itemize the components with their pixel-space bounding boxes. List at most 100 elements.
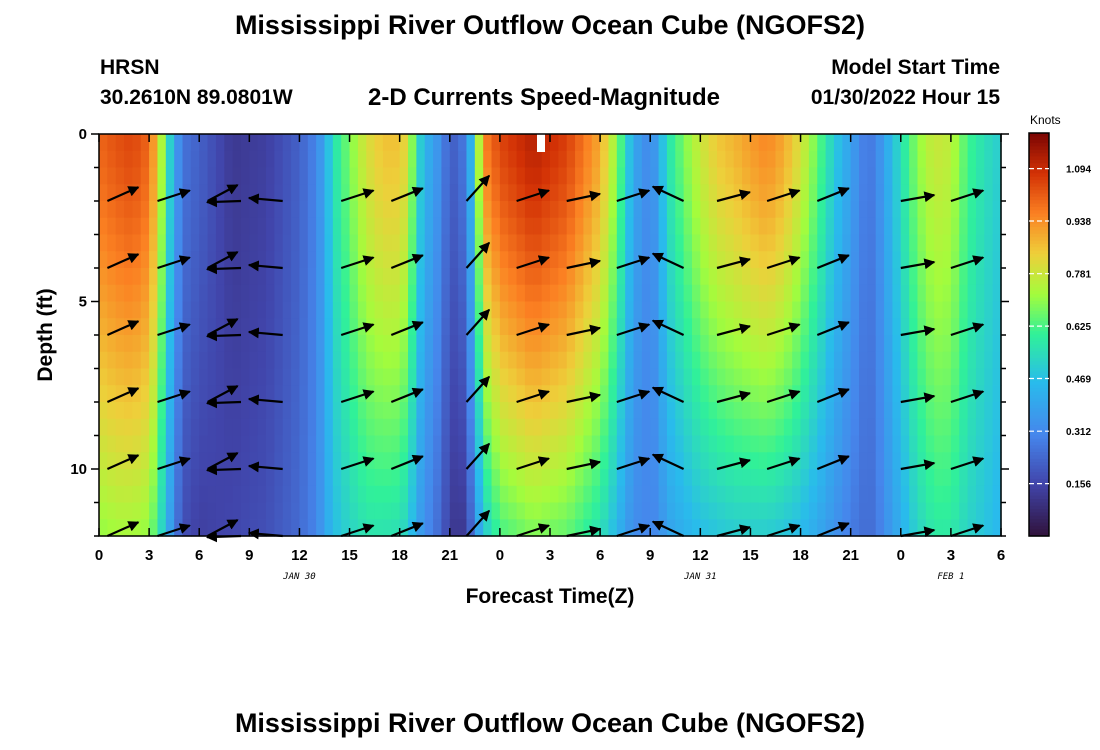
heatmap-cell	[149, 217, 159, 236]
colorbar-segment	[1029, 186, 1049, 191]
heatmap-cell	[825, 318, 835, 336]
colorbar-segment	[1029, 478, 1049, 483]
heatmap-cell	[550, 418, 559, 437]
heatmap-cell	[892, 368, 902, 386]
heatmap-cell	[950, 234, 960, 252]
heatmap-cell	[149, 402, 159, 420]
heatmap-cell	[499, 150, 509, 169]
heatmap-cell	[391, 402, 401, 420]
heatmap-cell	[625, 452, 635, 470]
heatmap-cell	[975, 301, 985, 319]
heatmap-cell	[349, 351, 359, 370]
heatmap-cell	[291, 351, 301, 370]
heatmap-cell	[917, 418, 927, 437]
heatmap-cell	[240, 301, 250, 319]
heatmap-cell	[182, 418, 192, 437]
heatmap-cell	[199, 251, 209, 269]
heatmap-cell	[558, 284, 568, 303]
heatmap-cell	[266, 201, 275, 219]
heatmap-cell	[950, 251, 960, 269]
heatmap-cell	[650, 435, 660, 453]
heatmap-cell	[182, 335, 192, 353]
heatmap-cell	[433, 301, 443, 319]
heatmap-cell	[833, 301, 843, 319]
heatmap-cell	[975, 217, 985, 236]
heatmap-cell	[775, 284, 785, 303]
heatmap-cell	[900, 485, 910, 504]
heatmap-cell	[691, 134, 701, 152]
colorbar-tick-label: 0.469	[1066, 375, 1091, 386]
heatmap-cell	[215, 134, 225, 152]
heatmap-cell	[299, 402, 309, 420]
heatmap-cell	[199, 150, 209, 169]
heatmap-cell	[107, 385, 117, 403]
heatmap-cell	[232, 435, 242, 453]
heatmap-cell	[925, 201, 935, 219]
heatmap-cell	[316, 469, 326, 487]
heatmap-cell	[541, 268, 551, 286]
heatmap-cell	[499, 234, 509, 252]
heatmap-cell	[992, 469, 1002, 487]
heatmap-cell	[408, 435, 417, 453]
heatmap-cell	[909, 234, 919, 252]
heatmap-cell	[892, 469, 902, 487]
heatmap-cell	[583, 301, 593, 319]
heatmap-cell	[299, 335, 309, 353]
heatmap-cell	[708, 284, 718, 303]
current-arrow	[340, 322, 375, 337]
heatmap-cell	[374, 150, 384, 169]
heatmap-cell	[825, 201, 835, 219]
heatmap-cell	[758, 318, 768, 336]
heatmap-cell	[875, 502, 885, 520]
heatmap-cell	[884, 234, 894, 252]
heatmap-cell	[683, 234, 693, 252]
heatmap-cell	[499, 284, 509, 303]
heatmap-cell	[575, 452, 585, 470]
heatmap-cell	[691, 485, 701, 504]
heatmap-cell	[675, 201, 685, 219]
current-arrow	[390, 320, 424, 337]
heatmap-cell	[174, 268, 184, 286]
heatmap-cell	[466, 234, 476, 252]
heatmap-cell	[925, 134, 935, 152]
heatmap-cell	[959, 385, 969, 403]
heatmap-cell	[708, 301, 718, 319]
heatmap-cell	[683, 335, 693, 353]
heatmap-cell	[666, 385, 676, 403]
heatmap-cell	[850, 268, 860, 286]
heatmap-cell	[282, 234, 292, 252]
heatmap-cell	[182, 368, 192, 386]
heatmap-cell	[266, 234, 275, 252]
heatmap-cell	[775, 502, 785, 520]
colorbar-segment	[1029, 237, 1049, 242]
current-arrow	[766, 389, 801, 404]
heatmap-cell	[758, 385, 768, 403]
heatmap-cell	[341, 368, 351, 386]
heatmap-cell	[825, 485, 835, 504]
heatmap-cell	[99, 469, 108, 487]
heatmap-cell	[516, 284, 526, 303]
heatmap-cell	[892, 134, 902, 152]
heatmap-cell	[508, 368, 518, 386]
heatmap-cell	[307, 318, 317, 336]
heatmap-cell	[332, 234, 342, 252]
heatmap-cell	[207, 452, 217, 470]
heatmap-cell	[984, 134, 994, 152]
heatmap-cell	[266, 318, 275, 336]
heatmap-cell	[366, 201, 376, 219]
heatmap-cell	[550, 184, 559, 202]
heatmap-cell	[282, 502, 292, 520]
heatmap-cell	[491, 469, 501, 487]
heatmap-cell	[174, 167, 184, 185]
heatmap-cell	[449, 418, 459, 437]
heatmap-cell	[366, 217, 376, 236]
heatmap-cell	[416, 268, 426, 286]
heatmap-cell	[733, 469, 743, 487]
heatmap-cell	[190, 418, 200, 437]
heatmap-cell	[115, 435, 125, 453]
heatmap-cell	[374, 502, 384, 520]
heatmap-cell	[925, 385, 935, 403]
heatmap-cell	[984, 150, 994, 169]
heatmap-cell	[132, 201, 142, 219]
heatmap-cell	[441, 201, 451, 219]
